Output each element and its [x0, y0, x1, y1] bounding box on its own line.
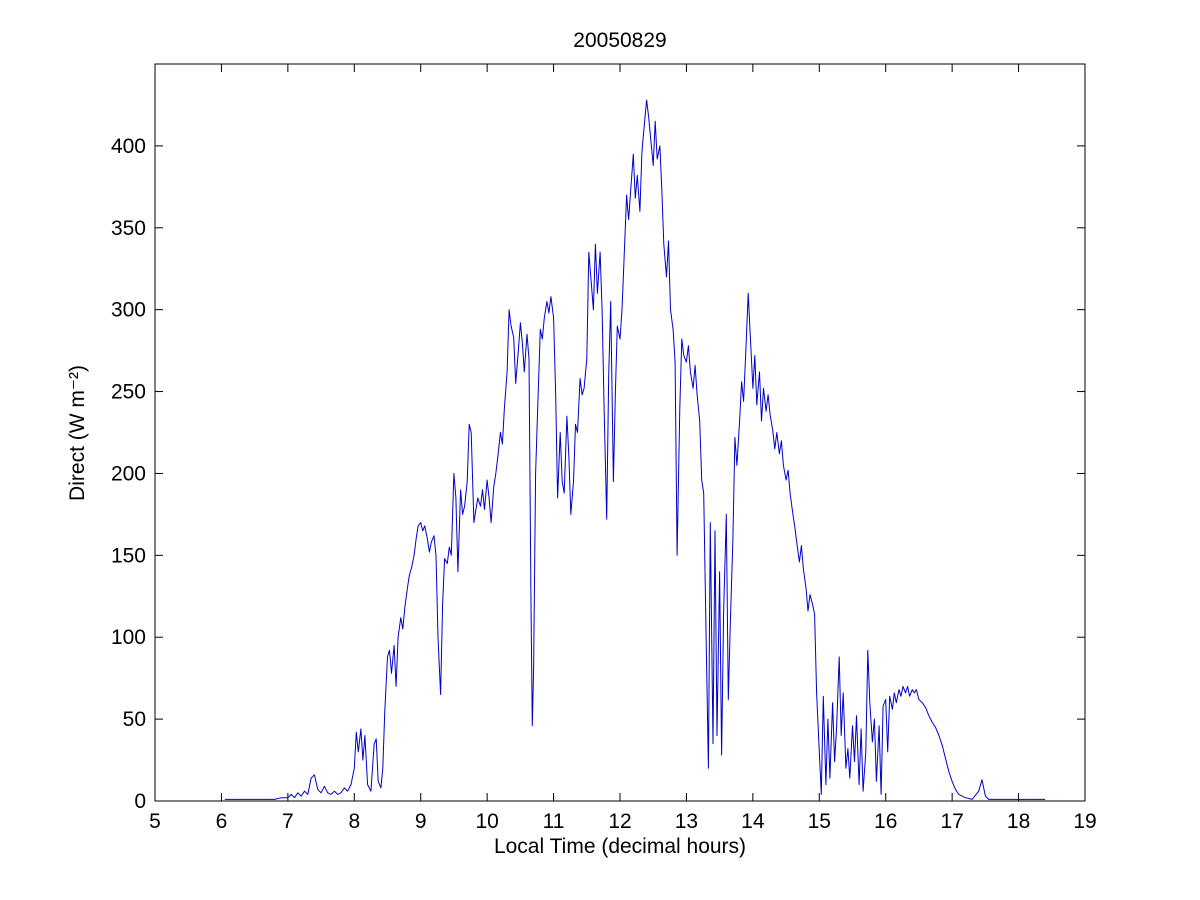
- y-tick-label: 100: [111, 626, 146, 649]
- x-tick-label: 15: [808, 810, 831, 833]
- x-tick-label: 14: [741, 810, 765, 833]
- x-tick-label: 16: [874, 810, 897, 833]
- x-tick-label: 9: [415, 810, 427, 833]
- y-axis-label: Direct (W m⁻²): [66, 365, 89, 501]
- y-tick-label: 0: [134, 790, 146, 813]
- y-tick-label: 400: [111, 135, 146, 158]
- y-tick-label: 150: [111, 544, 146, 567]
- x-tick-label: 17: [940, 810, 963, 833]
- x-axis-label: Local Time (decimal hours): [494, 835, 746, 858]
- x-tick-label: 10: [475, 810, 498, 833]
- x-tick-label: 6: [216, 810, 228, 833]
- x-tick-label: 19: [1073, 810, 1096, 833]
- x-tick-label: 8: [348, 810, 360, 833]
- y-tick-label: 350: [111, 217, 146, 240]
- x-tick-label: 12: [608, 810, 631, 833]
- x-tick-label: 7: [282, 810, 294, 833]
- x-tick-label: 13: [675, 810, 698, 833]
- axes-box: [154, 63, 1086, 802]
- y-tick-label: 300: [111, 299, 146, 322]
- y-tick-label: 250: [111, 381, 146, 404]
- x-tick-label: 11: [543, 810, 565, 833]
- y-tick-label: 200: [111, 462, 146, 485]
- x-tick-label: 5: [149, 810, 161, 833]
- y-tick-label: 50: [123, 708, 146, 731]
- chart-title: 20050829: [573, 29, 666, 52]
- data-line: [224, 99, 1046, 800]
- x-tick-label: 18: [1007, 810, 1030, 833]
